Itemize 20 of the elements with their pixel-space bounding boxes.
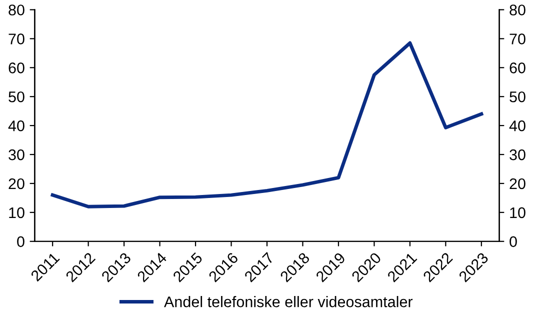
y-tick-label: 70 xyxy=(8,34,24,44)
y-tick-label: 20 xyxy=(8,178,24,190)
y-tick-label: 30 xyxy=(8,149,24,160)
y2-tick-label: 10 xyxy=(510,207,526,218)
y-tick-label: 80 xyxy=(8,4,24,16)
y-tick-label: 60 xyxy=(8,62,24,74)
y2-tick-label: 0 xyxy=(510,236,517,248)
y-tick-label: 10 xyxy=(9,207,24,218)
y2-tick-label: 40 xyxy=(509,120,526,132)
legend-label: Andel telefoniske eller videosamtaler xyxy=(164,296,413,308)
y2-tick-label: 30 xyxy=(510,149,526,160)
y2-tick-label: 50 xyxy=(510,91,526,102)
y2-tick-label: 20 xyxy=(510,178,526,190)
y2-tick-label: 80 xyxy=(510,4,526,16)
y-tick-label: 40 xyxy=(8,120,24,132)
y-tick-label: 50 xyxy=(8,91,24,102)
y-tick-label: 0 xyxy=(17,236,24,248)
y2-tick-label: 70 xyxy=(510,34,526,44)
y2-tick-label: 60 xyxy=(510,62,526,74)
line-series xyxy=(50,41,484,208)
